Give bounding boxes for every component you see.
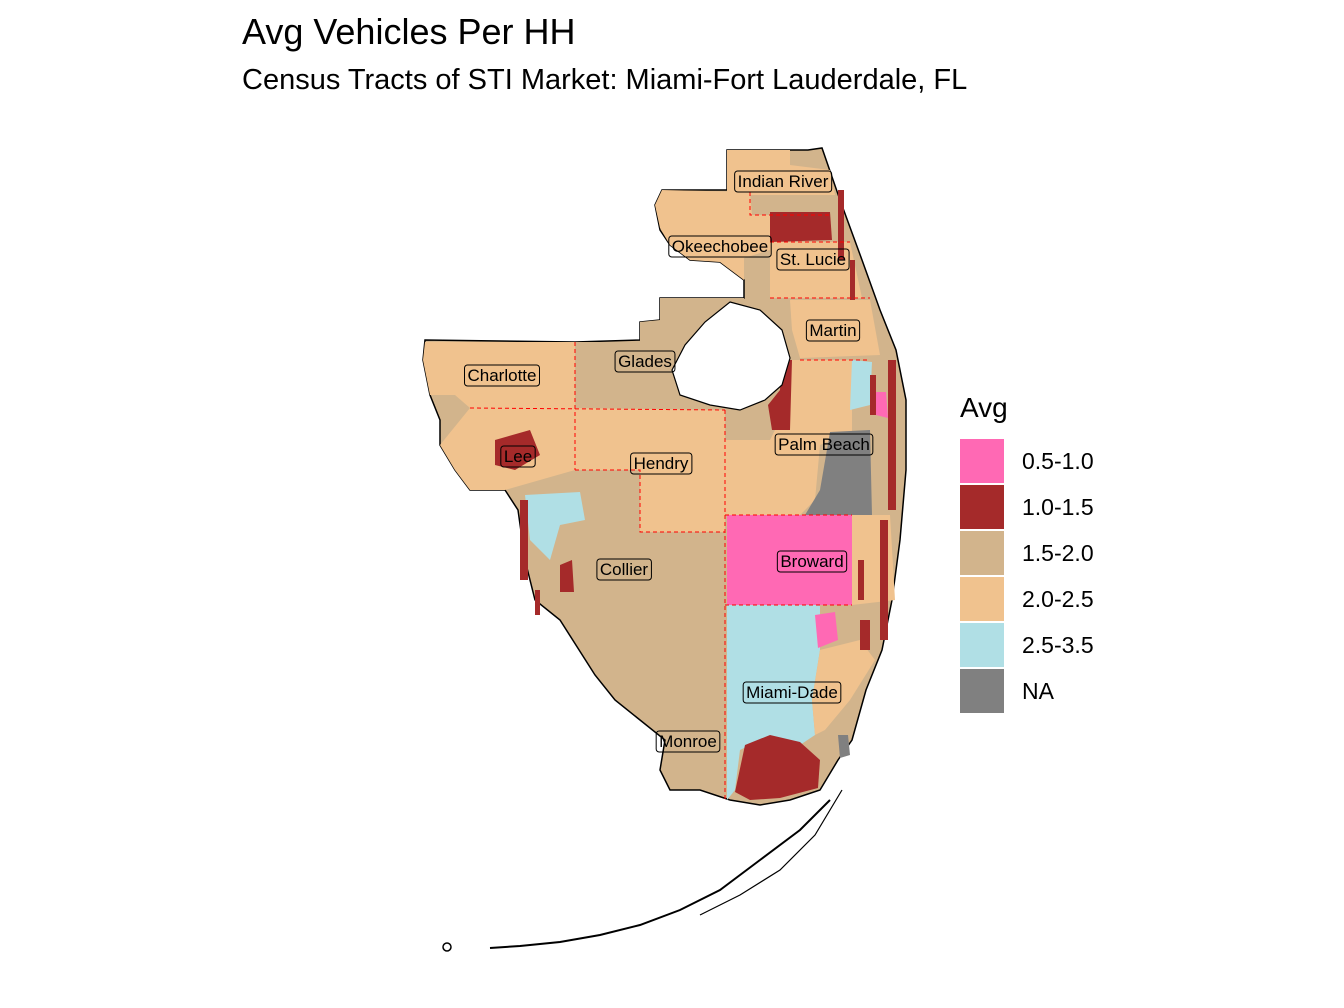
county-label-text: Indian River <box>738 172 829 191</box>
county-label-box <box>742 681 842 704</box>
region-miami-dade-east <box>812 640 875 735</box>
region-lee-red <box>495 430 540 470</box>
legend-label: 1.0-1.5 <box>1022 493 1094 520</box>
county-label-okeechobee: Okeechobee <box>668 235 772 258</box>
county-label-text: Palm Beach <box>778 435 870 454</box>
region-charlotte <box>423 342 575 408</box>
legend-swatch <box>960 577 1004 621</box>
region-miami-dade-pink <box>815 612 838 648</box>
county-label-glades: Glades <box>614 350 676 373</box>
county-label-text: Miami-Dade <box>746 683 838 702</box>
region-st-lucie-red <box>770 212 832 242</box>
region-collier-red <box>560 560 574 592</box>
legend-item: 0.5-1.0 <box>960 438 1094 484</box>
map-regions <box>422 147 907 952</box>
county-label-box <box>776 248 850 271</box>
legend-title: Avg <box>960 392 1008 423</box>
county-label-text: Okeechobee <box>672 237 768 256</box>
legend-label: 0.5-1.0 <box>1022 447 1094 474</box>
legend-items: 0.5-1.0 1.0-1.5 1.5-2.0 2.0-2.5 2.5-3.5 NA <box>960 438 1094 714</box>
region-collier-blue <box>525 492 585 560</box>
county-label-box <box>734 170 833 193</box>
legend-label: 1.5-2.0 <box>1022 539 1094 566</box>
county-label-lee: Lee <box>500 445 536 468</box>
legend-item: 1.0-1.5 <box>960 484 1094 530</box>
region-miami-dade-red <box>735 735 820 800</box>
legend-item: NA <box>960 668 1094 714</box>
county-label-box <box>596 558 652 581</box>
county-label-box <box>655 730 721 753</box>
map-title: Avg Vehicles Per HH <box>242 11 576 52</box>
county-label-box <box>630 452 693 475</box>
legend-swatch <box>960 485 1004 529</box>
legend-swatch <box>960 623 1004 667</box>
county-label-palm-beach: Palm Beach <box>774 433 874 456</box>
county-label-text: Martin <box>809 321 856 340</box>
county-label-text: Lee <box>504 447 532 466</box>
county-label-box <box>614 350 676 373</box>
county-label-collier: Collier <box>596 558 652 581</box>
region-pb-pink <box>876 392 888 418</box>
county-label-text: Charlotte <box>468 366 537 385</box>
legend-item: 2.5-3.5 <box>960 622 1094 668</box>
county-label-box <box>668 235 772 258</box>
key-island <box>442 942 452 952</box>
region-pb-blue <box>850 360 872 410</box>
region-miami-dade-grey <box>838 735 850 758</box>
county-label-text: St. Lucie <box>780 250 846 269</box>
region-palm-beach <box>725 360 852 515</box>
florida-keys-2 <box>699 789 843 916</box>
map-subtitle: Census Tracts of STI Market: Miami-Fort … <box>242 64 968 96</box>
county-label-broward: Broward <box>776 550 848 573</box>
county-label-box <box>776 550 848 573</box>
county-label-box <box>774 433 874 456</box>
florida-keys <box>489 799 831 949</box>
region-hendry-south <box>640 470 725 532</box>
county-label-text: Glades <box>618 352 672 371</box>
county-label-text: Broward <box>780 552 843 571</box>
legend: Avg 0.5-1.0 1.0-1.5 1.5-2.0 2.0-2.5 2.5-3.5 N… <box>960 392 1094 714</box>
region-na <box>805 430 872 515</box>
legend-swatch <box>960 531 1004 575</box>
legend-item: 1.5-2.0 <box>960 530 1094 576</box>
county-labels: Indian River Okeechobee St. Lucie Martin Gla… <box>464 170 874 753</box>
county-label-charlotte: Charlotte <box>464 364 540 387</box>
legend-item: 2.0-2.5 <box>960 576 1094 622</box>
legend-swatch <box>960 439 1004 483</box>
legend-swatch <box>960 669 1004 713</box>
county-label-box <box>500 445 536 468</box>
county-label-st-lucie: St. Lucie <box>776 248 850 271</box>
region-broward <box>727 515 852 605</box>
county-label-hendry: Hendry <box>630 452 693 475</box>
county-label-text: Collier <box>600 560 649 579</box>
county-boundaries <box>469 192 870 800</box>
county-label-martin: Martin <box>805 319 861 342</box>
county-label-indian-river: Indian River <box>734 170 833 193</box>
lake-okeechobee <box>671 301 791 411</box>
region-palm-beach-red <box>768 360 792 430</box>
legend-label: NA <box>1022 677 1054 704</box>
legend-label: 2.0-2.5 <box>1022 585 1094 612</box>
legend-label: 2.5-3.5 <box>1022 631 1094 658</box>
county-label-box <box>805 319 861 342</box>
county-label-text: Hendry <box>634 454 689 473</box>
coastal-tracts <box>520 190 896 650</box>
county-label-miami-dade: Miami-Dade <box>742 681 842 704</box>
county-label-monroe: Monroe <box>655 730 721 753</box>
region-martin <box>790 300 880 358</box>
county-label-text: Monroe <box>659 732 717 751</box>
region-indian-river <box>727 150 835 215</box>
county-label-box <box>464 364 540 387</box>
